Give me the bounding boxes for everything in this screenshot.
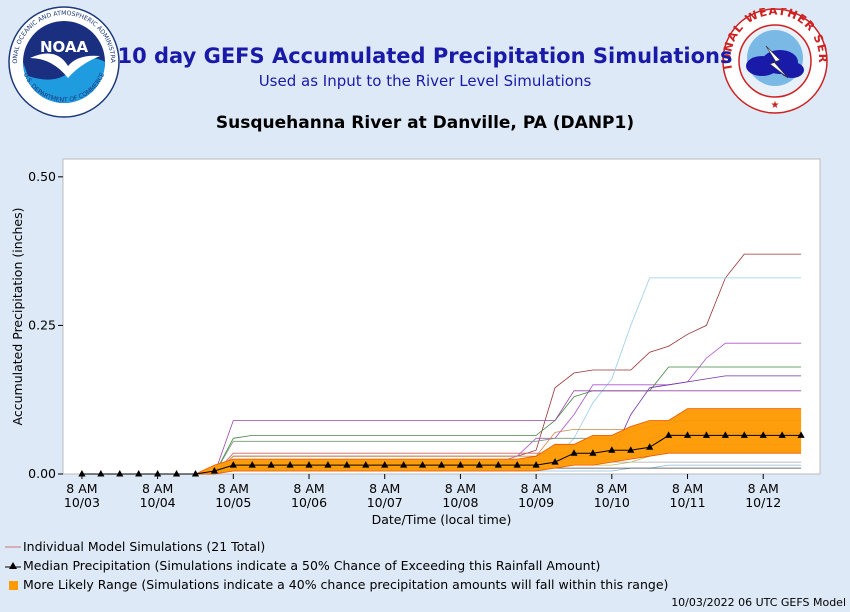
median-point — [78, 470, 86, 477]
median-point — [305, 461, 313, 468]
y-axis-label: Accumulated Precipitation (inches) — [10, 208, 25, 426]
y-tick-label: 0.50 — [28, 169, 56, 184]
model-run-footer: 10/03/2022 06 UTC GEFS Model — [671, 596, 846, 609]
x-tick-label-time: 8 AM — [596, 481, 627, 496]
x-tick-label-time: 8 AM — [369, 481, 400, 496]
median-point — [324, 461, 332, 468]
median-point — [343, 461, 351, 468]
median-point — [759, 431, 767, 438]
x-tick-label-time: 8 AM — [672, 481, 703, 496]
noaa-logo: NOAA NATIONAL OCEANIC AND ATMOSPHERIC AD… — [8, 6, 120, 118]
y-tick-label: 0.25 — [28, 317, 56, 332]
x-tick-label-time: 8 AM — [748, 481, 779, 496]
legend-individual-label: Individual Model Simulations (21 Total) — [23, 539, 266, 554]
x-tick-label-date: 10/07 — [367, 495, 403, 510]
median-point — [229, 461, 237, 468]
median-point — [418, 461, 427, 468]
median-point — [551, 458, 559, 465]
median-point — [494, 461, 502, 468]
x-tick-label-time: 8 AM — [218, 481, 249, 496]
x-tick-label-time: 8 AM — [142, 481, 173, 496]
x-tick-label-date: 10/08 — [442, 495, 478, 510]
median-point — [589, 449, 597, 456]
legend-range-label: More Likely Range (Simulations indicate … — [23, 577, 669, 592]
median-point — [400, 461, 408, 468]
page-subtitle: Used as Input to the River Level Simulat… — [258, 72, 592, 90]
station-name: Susquehanna River at Danville, PA (DANP1… — [215, 113, 635, 133]
median-point — [475, 461, 483, 468]
x-tick-label-date: 10/03 — [64, 495, 100, 510]
median-point — [532, 461, 540, 468]
median-point — [135, 470, 143, 477]
median-point — [627, 446, 635, 453]
x-tick-label-date: 10/10 — [594, 495, 630, 510]
x-tick-label-date: 10/04 — [140, 495, 176, 510]
x-tick-label-date: 10/06 — [291, 495, 327, 510]
median-point — [740, 431, 748, 438]
median-point — [286, 461, 294, 468]
median-point — [172, 470, 181, 477]
median-point — [362, 461, 370, 468]
individual-line-icon — [5, 546, 21, 547]
median-point — [381, 461, 389, 468]
median-point — [683, 431, 692, 438]
x-tick-label-time: 8 AM — [66, 481, 97, 496]
noaa-logo-text: NOAA — [40, 38, 89, 56]
x-tick-label-date: 10/11 — [670, 495, 706, 510]
legend-range: More Likely Range (Simulations indicate … — [5, 577, 668, 592]
likely-range-upper-edge — [81, 408, 802, 475]
x-tick-label-date: 10/09 — [518, 495, 554, 510]
nws-logo: NATIONAL WEATHER SERVICE ★ — [722, 8, 828, 114]
legend-median: Median Precipitation (Simulations indica… — [5, 558, 600, 573]
median-point — [210, 467, 218, 474]
median-point — [97, 470, 105, 477]
median-point — [665, 431, 673, 438]
median-point — [778, 431, 786, 438]
median-point — [456, 461, 465, 468]
median-point — [513, 461, 521, 468]
x-tick-label-date: 10/12 — [745, 495, 781, 510]
x-tick-label-time: 8 AM — [520, 481, 551, 496]
x-tick-label-time: 8 AM — [445, 481, 476, 496]
x-axis-label: Date/Time (local time) — [372, 512, 512, 527]
median-point — [116, 470, 124, 477]
median-point — [191, 470, 200, 477]
x-tick-label-time: 8 AM — [293, 481, 324, 496]
median-point — [646, 443, 654, 450]
page-title: 10 day GEFS Accumulated Precipitation Si… — [117, 44, 733, 68]
median-point — [154, 470, 162, 477]
legend-individual: Individual Model Simulations (21 Total) — [5, 539, 265, 554]
y-tick-label: 0.00 — [28, 466, 56, 481]
median-point — [248, 461, 256, 468]
median-triangle-icon — [5, 561, 21, 569]
x-tick-label-date: 10/05 — [215, 495, 251, 510]
range-square-icon — [9, 580, 18, 590]
legend-median-label: Median Precipitation (Simulations indica… — [23, 558, 601, 573]
median-point — [437, 461, 446, 468]
median-point — [797, 431, 805, 438]
median-point — [267, 461, 275, 468]
median-point — [570, 449, 578, 456]
likely-range-band — [81, 408, 802, 474]
likely-range-lower-edge — [81, 452, 802, 475]
median-point — [702, 431, 711, 438]
median-point — [608, 446, 616, 453]
nws-star-icon: ★ — [771, 100, 780, 111]
median-point — [721, 431, 729, 438]
